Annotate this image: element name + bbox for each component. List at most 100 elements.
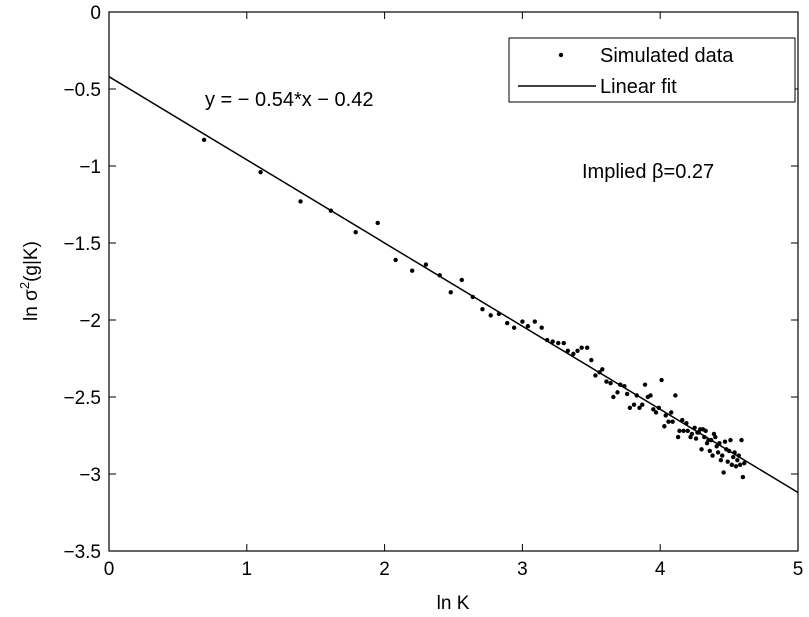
data-point [659, 377, 664, 383]
data-point [604, 379, 609, 384]
data-point [640, 402, 645, 407]
data-point [448, 290, 453, 295]
y-tick-label: −1.5 [63, 234, 101, 255]
x-tick-label: 1 [242, 559, 253, 580]
data-point [693, 436, 699, 441]
data-point [627, 405, 633, 410]
data-point [545, 337, 550, 343]
y-axis-label-main: ln σ [21, 289, 42, 321]
data-point [539, 325, 544, 330]
data-point [740, 474, 746, 480]
data-point [648, 393, 653, 398]
data-point [695, 430, 700, 435]
data-point [714, 444, 719, 449]
data-point [739, 437, 744, 443]
data-point [258, 169, 263, 175]
data-point [634, 393, 639, 398]
data-point [571, 351, 576, 357]
data-point [726, 448, 732, 454]
data-point [505, 320, 510, 326]
data-point [470, 294, 475, 300]
data-point [670, 419, 675, 424]
data-point [677, 428, 682, 434]
data-point [732, 450, 737, 455]
data-point [725, 459, 730, 464]
data-point [715, 450, 721, 455]
legend-marker-simulated-data [558, 52, 564, 58]
x-axis-label: ln K [437, 593, 470, 614]
data-point [733, 464, 739, 469]
data-point [375, 220, 380, 226]
y-tick-label: −2.5 [63, 388, 101, 409]
x-tick-label: 3 [517, 559, 528, 580]
data-point [666, 419, 671, 424]
data-point [550, 339, 555, 344]
data-point [642, 382, 648, 387]
data-point [680, 417, 685, 423]
data-point [713, 434, 718, 440]
data-point [736, 453, 741, 458]
data-point [589, 357, 594, 363]
data-point [608, 380, 613, 386]
y-tick-label: 0 [90, 3, 101, 24]
x-tick-label: 2 [379, 559, 390, 580]
data-point [651, 407, 656, 412]
data-point [618, 382, 623, 387]
data-point [584, 345, 590, 350]
data-point [731, 454, 736, 460]
data-point [511, 325, 517, 330]
data-points [201, 137, 747, 480]
data-point [718, 457, 724, 463]
data-point [722, 439, 728, 444]
data-point [681, 428, 686, 434]
data-point [459, 277, 464, 283]
data-point [653, 410, 659, 415]
fit-line-group [108, 76, 799, 494]
x-tick-label: 5 [793, 559, 804, 580]
data-point [593, 373, 598, 378]
data-point [673, 393, 678, 398]
y-tick-label: −3.5 [63, 542, 101, 563]
y-tick-label: −0.5 [63, 80, 101, 101]
data-point [663, 413, 668, 418]
data-point [728, 437, 733, 443]
data-point [624, 391, 630, 397]
data-point [353, 230, 358, 235]
y-axis-label-tail: (g|K) [21, 241, 42, 282]
data-point [720, 453, 725, 458]
data-point [520, 319, 525, 324]
data-point [437, 273, 442, 278]
legend-label-simulated-data: Simulated data [600, 45, 734, 67]
data-point [423, 262, 429, 267]
data-point [622, 384, 627, 389]
data-point [488, 313, 493, 318]
data-point [721, 470, 726, 475]
implied-beta-annotation: Implied β=0.27 [582, 161, 714, 183]
data-point [556, 340, 561, 346]
data-point [298, 199, 303, 204]
data-point [532, 319, 538, 324]
data-point [575, 348, 580, 353]
y-tick-label: −3 [79, 465, 101, 486]
axis-ticks: 0 1 2 3 4 5 0 −0.5 −1 −1.5 −2 −2.5 −3 −3.5 [63, 3, 803, 580]
data-point [717, 441, 722, 446]
data-point [600, 367, 605, 372]
data-point [637, 405, 642, 410]
legend-box [508, 37, 796, 103]
x-tick-label: 0 [104, 559, 115, 580]
y-axis-label: ln σ2(g|K) [17, 241, 42, 321]
data-point [393, 257, 398, 263]
linear-fit-line [108, 76, 799, 494]
equation-annotation: y = − 0.54*x − 0.42 [205, 89, 373, 111]
data-point [615, 390, 620, 395]
x-tick-label: 4 [655, 559, 666, 580]
data-point [525, 323, 531, 329]
y-tick-label: −2 [79, 311, 101, 332]
data-point [692, 425, 697, 430]
data-point [684, 420, 689, 426]
y-axis-label-sup: 2 [17, 282, 32, 289]
data-point [669, 410, 674, 415]
data-point [201, 137, 207, 143]
data-point [735, 457, 740, 463]
data-point [496, 311, 502, 317]
